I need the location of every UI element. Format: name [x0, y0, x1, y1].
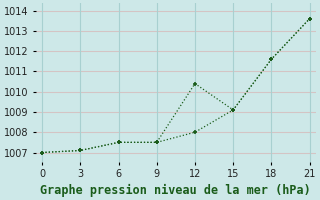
X-axis label: Graphe pression niveau de la mer (hPa): Graphe pression niveau de la mer (hPa) — [41, 183, 311, 197]
